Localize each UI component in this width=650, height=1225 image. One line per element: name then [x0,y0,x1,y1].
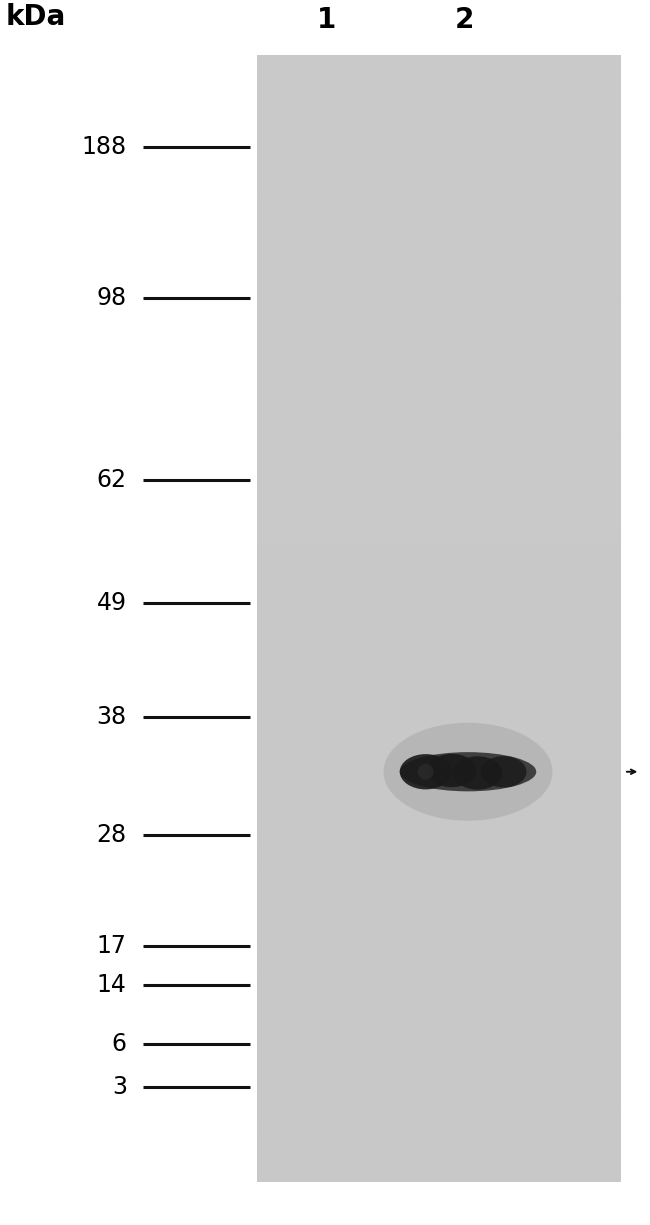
Bar [257,1107,621,1144]
Bar [257,769,621,806]
Ellipse shape [481,756,526,788]
Bar [257,544,621,581]
Bar [257,1031,621,1069]
Bar [257,93,621,130]
Text: 38: 38 [97,704,127,729]
Bar [257,243,621,281]
Bar [257,55,621,1182]
Text: 98: 98 [97,285,127,310]
Bar [257,882,621,919]
Text: 3: 3 [112,1074,127,1099]
Bar [257,281,621,319]
Bar [257,1069,621,1107]
Text: 2: 2 [455,6,474,34]
Bar [257,806,621,844]
Text: 62: 62 [97,468,127,492]
Bar [257,619,621,657]
Ellipse shape [384,723,552,821]
Bar [257,1144,621,1182]
Text: 17: 17 [97,933,127,958]
Bar [257,168,621,206]
Ellipse shape [453,756,502,790]
Bar [257,130,621,168]
Bar [257,657,621,693]
Bar [257,468,621,506]
Ellipse shape [400,752,536,791]
Bar [257,957,621,995]
Bar [257,318,621,355]
Bar [257,693,621,731]
Bar [257,206,621,243]
Bar [257,919,621,957]
Text: 1: 1 [317,6,336,34]
Ellipse shape [418,764,434,779]
Bar [257,581,621,619]
Text: 28: 28 [97,823,127,848]
Bar [257,431,621,468]
Bar [257,995,621,1031]
Bar [257,393,621,431]
Bar [257,506,621,544]
Bar [257,844,621,882]
Text: 49: 49 [97,590,127,615]
Ellipse shape [427,753,476,788]
Text: 188: 188 [82,135,127,159]
Text: 6: 6 [112,1031,127,1056]
Ellipse shape [400,755,452,789]
Bar [257,731,621,769]
Text: 14: 14 [97,973,127,997]
Bar [257,355,621,393]
Bar [257,55,621,93]
Text: kDa: kDa [6,2,66,31]
